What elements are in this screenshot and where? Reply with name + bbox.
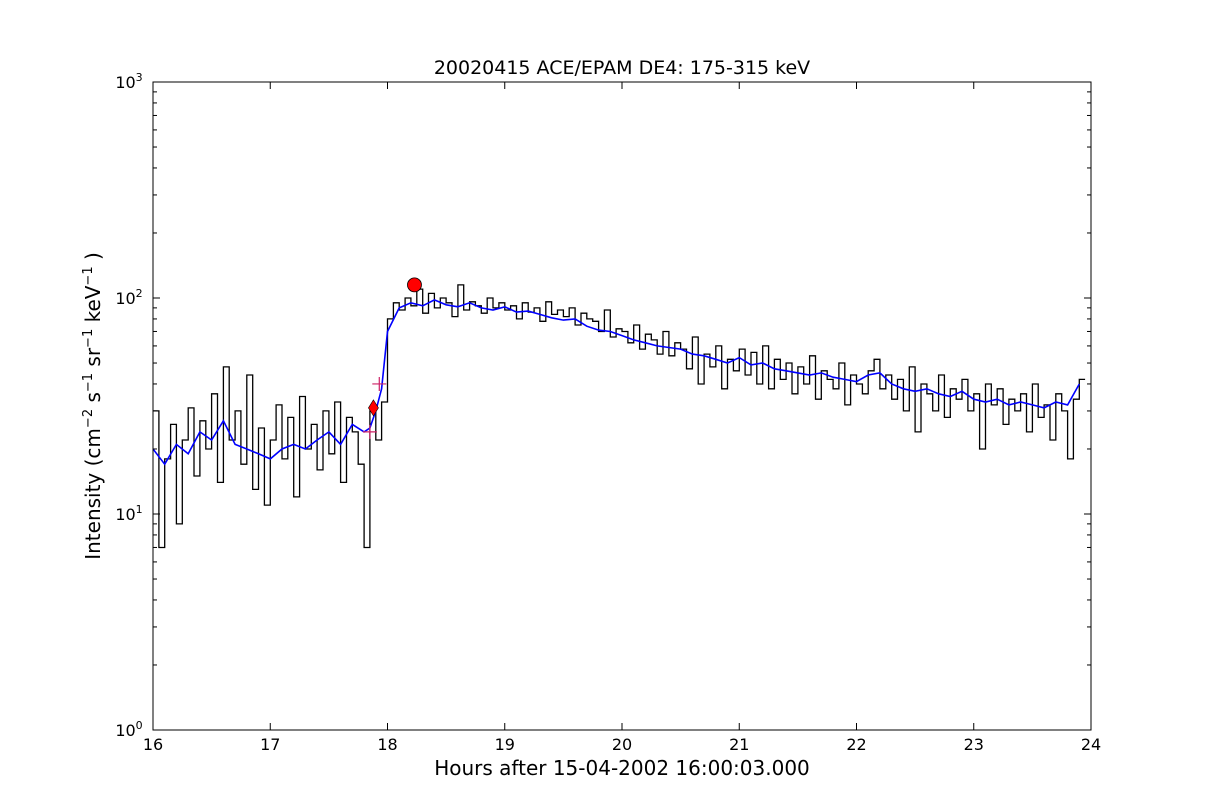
x-tick-label: 17 [260,735,280,754]
x-tick-label: 18 [377,735,397,754]
cross-marker [362,424,377,439]
y-axis-label-part: sr [81,347,105,373]
series-layer [153,284,1086,549]
y-axis-label-sup: −1 [81,266,96,285]
peak-marker-circle [407,277,422,293]
cross-marker [372,376,387,391]
y-axis-label-prefix: Intensity (cm [81,428,105,560]
x-tick-label: 19 [495,735,515,754]
x-axis-label: Hours after 15-04-2002 16:00:03.000 [434,756,810,780]
y-tick-label: 103 [115,71,142,92]
marker-layer [362,277,422,439]
x-tick-label: 22 [846,735,866,754]
y-axis-label-part: s [81,392,105,409]
y-tick-label: 101 [115,503,142,524]
onset-marker-diamond [368,399,379,417]
y-axis-label-suffix: ) [81,252,105,266]
tick-layer: 16 17 18 19 20 21 22 23 24 100 101 102 103 [115,71,1101,754]
y-tick-label: 100 [115,719,142,740]
y-axis-label: Intensity (cm−2 s−1 sr−1 keV−1 ) [81,252,105,560]
y-axis-label-sup: −1 [81,373,96,392]
x-tick-label: 23 [964,735,984,754]
y-axis-label-sup: −2 [81,409,96,428]
x-tick-label: 24 [1081,735,1101,754]
y-tick-label: 102 [115,287,142,308]
x-tick-label: 21 [729,735,749,754]
series-line-1 [153,284,1086,549]
series-line-2 [153,299,1080,466]
x-tick-label: 16 [143,735,163,754]
x-tick-label: 20 [612,735,632,754]
y-axis-label-sup: −1 [81,329,96,348]
y-axis-label-part: keV [81,285,105,329]
chart-title: 20020415 ACE/EPAM DE4: 175-315 keV [434,57,810,79]
plot-background [153,82,1091,730]
